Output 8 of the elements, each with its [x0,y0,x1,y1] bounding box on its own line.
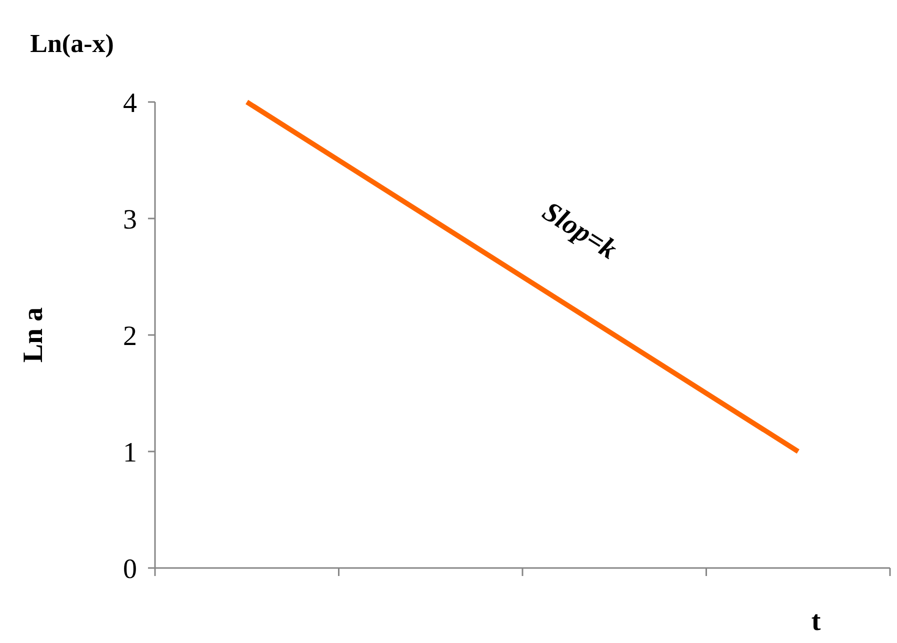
y-tick-label: 4 [123,88,137,119]
y-tick-label: 0 [123,554,137,585]
y-axis-title: Ln a [18,307,49,363]
chart-title: Ln(a-x) [30,29,114,58]
y-tick-label: 1 [123,437,137,468]
y-tick-label: 2 [123,320,137,352]
x-axis-title: t [811,606,822,637]
y-tick-label: 3 [123,204,137,236]
